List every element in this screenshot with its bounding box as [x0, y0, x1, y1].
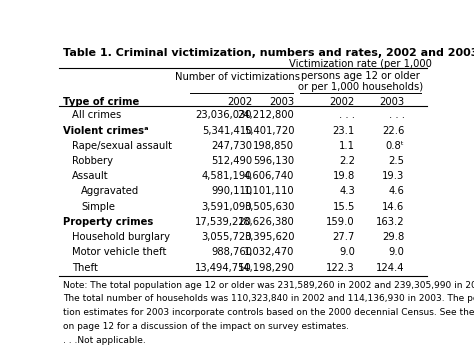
Text: 990,110: 990,110 — [211, 186, 252, 196]
Text: 5,341,410: 5,341,410 — [202, 126, 252, 136]
Text: Property crimes: Property crimes — [63, 217, 153, 227]
Text: 1,032,470: 1,032,470 — [244, 247, 294, 257]
Text: 22.6: 22.6 — [382, 126, 405, 136]
Text: Victimization rate (per 1,000
persons age 12 or older
or per 1,000 households): Victimization rate (per 1,000 persons ag… — [289, 59, 432, 92]
Text: Number of victimizations: Number of victimizations — [175, 73, 300, 82]
Text: 3,591,090: 3,591,090 — [201, 202, 252, 212]
Text: . . .: . . . — [389, 110, 405, 120]
Text: 9.0: 9.0 — [339, 247, 355, 257]
Text: 124.4: 124.4 — [376, 263, 405, 273]
Text: Household burglary: Household burglary — [72, 232, 170, 242]
Text: . . .: . . . — [339, 110, 355, 120]
Text: Violent crimesᵃ: Violent crimesᵃ — [63, 126, 148, 136]
Text: 19.3: 19.3 — [383, 171, 405, 181]
Text: Robbery: Robbery — [72, 156, 113, 166]
Text: Theft: Theft — [72, 263, 98, 273]
Text: 1,101,110: 1,101,110 — [244, 186, 294, 196]
Text: 27.7: 27.7 — [333, 232, 355, 242]
Text: Table 1. Criminal victimization, numbers and rates, 2002 and 2003: Table 1. Criminal victimization, numbers… — [63, 48, 474, 58]
Text: 2002: 2002 — [227, 97, 252, 107]
Text: 2003: 2003 — [269, 97, 294, 107]
Text: 0.8ᵗ: 0.8ᵗ — [386, 141, 405, 151]
Text: 2.5: 2.5 — [389, 156, 405, 166]
Text: 23.1: 23.1 — [333, 126, 355, 136]
Text: 29.8: 29.8 — [383, 232, 405, 242]
Text: Simple: Simple — [82, 202, 115, 212]
Text: Assault: Assault — [72, 171, 109, 181]
Text: 988,760: 988,760 — [211, 247, 252, 257]
Text: Aggravated: Aggravated — [82, 186, 139, 196]
Text: tion estimates for 2003 incorporate controls based on the 2000 decennial Census.: tion estimates for 2003 incorporate cont… — [63, 308, 474, 317]
Text: 3,505,630: 3,505,630 — [244, 202, 294, 212]
Text: 1.1: 1.1 — [339, 141, 355, 151]
Text: 596,130: 596,130 — [253, 156, 294, 166]
Text: 247,730: 247,730 — [211, 141, 252, 151]
Text: The total number of households was 110,323,840 in 2002 and 114,136,930 in 2003. : The total number of households was 110,3… — [63, 294, 474, 303]
Text: 18,626,380: 18,626,380 — [237, 217, 294, 227]
Text: 2.2: 2.2 — [339, 156, 355, 166]
Text: Note: The total population age 12 or older was 231,589,260 in 2002 and 239,305,9: Note: The total population age 12 or old… — [63, 280, 474, 289]
Text: 512,490: 512,490 — [211, 156, 252, 166]
Text: 14.6: 14.6 — [383, 202, 405, 212]
Text: 159.0: 159.0 — [326, 217, 355, 227]
Text: Motor vehicle theft: Motor vehicle theft — [72, 247, 166, 257]
Text: Rape/sexual assault: Rape/sexual assault — [72, 141, 172, 151]
Text: 23,036,030: 23,036,030 — [196, 110, 252, 120]
Text: 122.3: 122.3 — [326, 263, 355, 273]
Text: 24,212,800: 24,212,800 — [237, 110, 294, 120]
Text: All crimes: All crimes — [72, 110, 121, 120]
Text: 19.8: 19.8 — [333, 171, 355, 181]
Text: 4.6: 4.6 — [389, 186, 405, 196]
Text: 4,581,190: 4,581,190 — [201, 171, 252, 181]
Text: 198,850: 198,850 — [254, 141, 294, 151]
Text: 163.2: 163.2 — [376, 217, 405, 227]
Text: 17,539,220: 17,539,220 — [195, 217, 252, 227]
Text: 4.3: 4.3 — [339, 186, 355, 196]
Text: 3,055,720: 3,055,720 — [201, 232, 252, 242]
Text: 5,401,720: 5,401,720 — [244, 126, 294, 136]
Text: 14,198,290: 14,198,290 — [237, 263, 294, 273]
Text: 2002: 2002 — [330, 97, 355, 107]
Text: Type of crime: Type of crime — [63, 97, 139, 107]
Text: on page 12 for a discussion of the impact on survey estimates.: on page 12 for a discussion of the impac… — [63, 322, 349, 331]
Text: 15.5: 15.5 — [333, 202, 355, 212]
Text: 13,494,750: 13,494,750 — [195, 263, 252, 273]
Text: 2003: 2003 — [379, 97, 405, 107]
Text: 9.0: 9.0 — [389, 247, 405, 257]
Text: 3,395,620: 3,395,620 — [244, 232, 294, 242]
Text: . . .Not applicable.: . . .Not applicable. — [63, 336, 146, 345]
Text: 4,606,740: 4,606,740 — [244, 171, 294, 181]
